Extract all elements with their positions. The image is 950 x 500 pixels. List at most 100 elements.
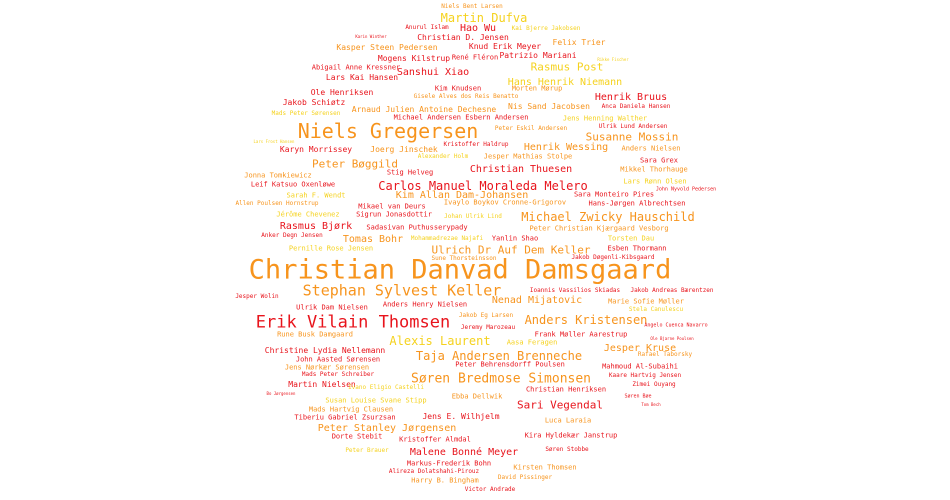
word-sune-thorsteinsson: Sune Thorsteinsson bbox=[431, 255, 497, 262]
word-lars-kai-hansen: Lars Kai Hansen bbox=[325, 73, 399, 82]
word-jonna-tomkiewicz: Jonna Tomkiewicz bbox=[244, 171, 312, 180]
word-jesper-mathias-stolpe: Jesper Mathias Stolpe bbox=[483, 152, 573, 161]
word-dorte-stebit: Dorte Stebit bbox=[331, 432, 383, 441]
word-markus-frederik-bohn: Markus-Frederik Bohn bbox=[406, 459, 492, 468]
word-kira-hyldekaer-janstrup: Kira Hyldekær Janstrup bbox=[524, 431, 618, 440]
word-felix-trier: Felix Trier bbox=[552, 38, 606, 47]
word-rafael-taborsky: Rafael Taborsky bbox=[637, 351, 693, 358]
word-jakob-schiotz: Jakob Schiøtz bbox=[282, 98, 346, 107]
word-soren-stobbe: Søren Stobbe bbox=[545, 446, 589, 453]
word-kaare-hartvig-jensen: Kaare Hartvig Jensen bbox=[608, 372, 682, 379]
word-stephan-sylvest-keller: Stephan Sylvest Keller bbox=[302, 281, 502, 300]
word-sarah-f-wendt: Sarah F. Wendt bbox=[286, 191, 346, 200]
word-mohammadrezae-najafi: Mohammadrezae Najafi bbox=[410, 235, 484, 242]
word-anurul-islam: Anurul Islam bbox=[405, 24, 449, 31]
word-sari-vegendal: Sari Vegendal bbox=[516, 398, 604, 412]
word-frank-moller-aarestrup: Frank Møller Aarestrup bbox=[534, 330, 628, 339]
word-martin-dufva: Martin Dufva bbox=[440, 11, 528, 25]
word-rasmus-post: Rasmus Post bbox=[530, 60, 604, 74]
word-hao-wu: Hao Wu bbox=[459, 23, 497, 34]
word-tom-bech: Tom Bech bbox=[641, 402, 661, 407]
word-michael-andersen-esbern-andersen: Michael Andersen Esbern Andersen bbox=[393, 113, 529, 122]
word-nenad-mijatovic: Nenad Mijatovic bbox=[491, 295, 583, 306]
word-kim-allan-dam-johansen: Kim Allan Dam-Johansen bbox=[395, 190, 529, 201]
word-john-aasted-sorensen: John Aasted Sørensen bbox=[295, 355, 381, 364]
word-ebba-dellwik: Ebba Dellwik bbox=[451, 392, 503, 401]
word-kristoffer-almdal: Kristoffer Almdal bbox=[399, 435, 471, 444]
word-johan-ulrik-lind: Johan Ulrik Lind bbox=[444, 213, 502, 220]
word-jerome-chevenez: Jérôme Chevenez bbox=[276, 210, 340, 219]
word-joerg-jinschek: Joerg Jinschek bbox=[370, 145, 438, 154]
word-karin-winther: Karin Winther bbox=[355, 34, 387, 39]
word-peter-boggild: Peter Bøggild bbox=[311, 157, 399, 171]
word-ivaylo-boykov-cronne-grigorov: Ivaylo Boykov Cronne-Grigorov bbox=[443, 198, 567, 207]
word-mads-hartvig-clausen: Mads Hartvig Clausen bbox=[308, 405, 394, 414]
word-jeremy-marozeau: Jeremy Marozeau bbox=[460, 324, 516, 331]
word-mogens-kilstrup: Mogens Kilstrup bbox=[377, 54, 451, 63]
word-marie-sofie-moller: Marie Sofie Møller bbox=[608, 297, 684, 306]
word-stig-helveg: Stig Helveg bbox=[386, 168, 434, 177]
word-stela-canulescu: Stela Canulescu bbox=[628, 306, 684, 313]
word-sara-monteiro-pires: Sara Monteiro Pires bbox=[573, 190, 655, 199]
word-christine-lydia-nellemann: Christine Lydia Nellemann bbox=[264, 346, 386, 355]
word-jakob-dogenli-kibsgaard: Jakob Døgenli-Kibsgaard bbox=[571, 254, 655, 261]
word-ulrich-dr-auf-dem-keller: Ulrich Dr Auf Dem Keller bbox=[431, 243, 591, 257]
word-christian-danvad-damsgaard: Christian Danvad Damsgaard bbox=[248, 254, 672, 286]
word-morten-morup: Morten Mørup bbox=[511, 84, 563, 93]
word-peter-behrensdorff-poulsen: Peter Behrensdorff Poulsen bbox=[455, 360, 565, 369]
word-mads-peter-sorensen: Mads Peter Sørensen bbox=[271, 110, 341, 117]
word-carlos-manuel-moraleda-melero: Carlos Manuel Moraleda Melero bbox=[378, 179, 588, 193]
word-esben-thormann: Esben Thormann bbox=[607, 244, 667, 253]
word-luca-laraia: Luca Laraia bbox=[544, 416, 592, 425]
word-kristoffer-haldrup: Kristoffer Haldrup bbox=[443, 141, 509, 148]
word-anca-daniela-hansen: Anca Daniela Hansen bbox=[601, 103, 671, 110]
word-karyn-morrissey: Karyn Morrissey bbox=[279, 145, 353, 154]
word-niels-bent-larsen: Niels Bent Larsen bbox=[441, 3, 503, 10]
word-sigrun-jonasdottir: Sigrun Jonasdottir bbox=[356, 210, 432, 219]
word-kai-bjerre-jakobsen: Kai Bjerre Jakobsen bbox=[511, 25, 581, 32]
word-rikke-fischer: Rikke Fischer bbox=[597, 57, 629, 62]
word-anders-nielsen: Anders Nielsen bbox=[621, 144, 681, 153]
word-peter-eskil-andersen: Peter Eskil Andersen bbox=[494, 125, 568, 132]
word-torsten-dau: Torsten Dau bbox=[607, 234, 655, 243]
word-angelo-cuenca-navarro: Angelo Cuenca Navarro bbox=[644, 322, 708, 329]
word-jens-norkaer-sorensen: Jens Nørkær Sørensen bbox=[284, 363, 370, 372]
word-anders-kristensen: Anders Kristensen bbox=[524, 313, 648, 327]
word-mahmoud-al-subaihi: Mahmoud Al-Subaihi bbox=[602, 362, 678, 371]
word-nis-sand-jacobsen: Nis Sand Jacobsen bbox=[508, 102, 590, 111]
word-alexander-holm: Alexander Holm bbox=[417, 153, 469, 160]
word-malene-bonne-meyer: Malene Bonné Meyer bbox=[409, 447, 519, 458]
word-pernille-rose-jensen: Pernille Rose Jensen bbox=[288, 244, 374, 253]
word-knud-erik-meyer: Knud Erik Meyer bbox=[468, 42, 542, 51]
word-christian-henriksen: Christian Henriksen bbox=[525, 385, 607, 394]
word-alexis-laurent: Alexis Laurent bbox=[389, 334, 491, 348]
word-jakob-eg-larsen: Jakob Eg Larsen bbox=[458, 312, 514, 319]
word-ivano-eligio-castelli: Ivano Eligio Castelli bbox=[348, 384, 424, 391]
word-yanlin-shao: Yanlin Shao bbox=[491, 234, 539, 243]
word-peter-stanley-jorgensen: Peter Stanley Jørgensen bbox=[317, 423, 457, 434]
word-sadasivan-puthusserypady: Sadasivan Puthusserypady bbox=[366, 223, 468, 232]
word-henrik-wessing: Henrik Wessing bbox=[523, 142, 609, 153]
word-soren-boe: Søren Bøe bbox=[624, 393, 652, 400]
word-niels-gregersen: Niels Gregersen bbox=[297, 119, 479, 143]
word-john-nyvold-pedersen: John Nyvold Pedersen bbox=[655, 186, 717, 193]
word-david-pissinger: David Pissinger bbox=[497, 474, 553, 481]
word-zimei-ouyang: Zimei Ouyang bbox=[632, 381, 676, 388]
word-anders-henry-nielsen: Anders Henry Nielsen bbox=[382, 300, 468, 309]
word-erik-vilain-thomsen: Erik Vilain Thomsen bbox=[255, 312, 451, 333]
word-hans-jorgen-albrechtsen: Hans-Jørgen Albrechtsen bbox=[588, 199, 686, 208]
word-mikkel-thorhauge: Mikkel Thorhauge bbox=[620, 165, 688, 174]
word-rene-fleron: René Fléron bbox=[451, 53, 499, 62]
word-soren-bredmose-simonsen: Søren Bredmose Simonsen bbox=[410, 371, 592, 387]
word-harry-b-bingham: Harry B. Bingham bbox=[411, 476, 479, 485]
word-ole-henriksen: Ole Henriksen bbox=[310, 88, 374, 97]
word-jesper-wolin: Jesper Wolin bbox=[235, 293, 279, 300]
word-ulrik-lund-andersen: Ulrik Lund Andersen bbox=[598, 123, 668, 130]
word-sara-grex: Sara Grex bbox=[640, 156, 678, 165]
word-aasa-feragen: Aasa Feragen bbox=[506, 338, 558, 347]
word-bo-jorgensen: Bo Jørgensen bbox=[266, 391, 296, 396]
word-leif-katsuo-oxenlowe: Leif Katsuo Oxenløwe bbox=[250, 180, 336, 189]
word-jesper-kruse: Jesper Kruse bbox=[603, 343, 677, 354]
word-jakob-andreas-baerentzen: Jakob Andreas Bærentzen bbox=[630, 287, 714, 294]
